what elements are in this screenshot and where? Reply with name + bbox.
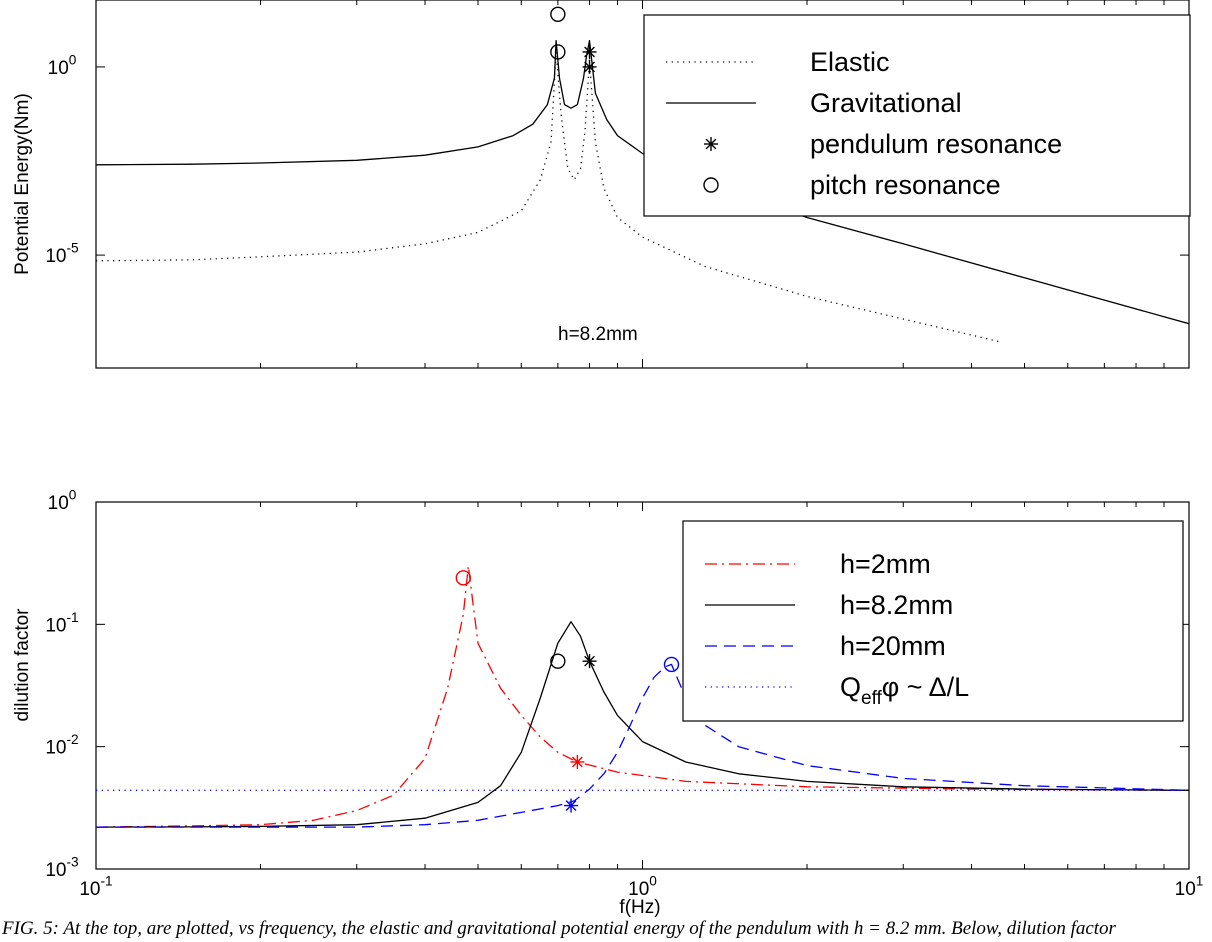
top-legend-label-pendulum-resonance: pendulum resonance xyxy=(810,129,1062,159)
top-marker-pendulum-resonance xyxy=(582,44,597,59)
bottom-x-tick-label: 100 xyxy=(628,874,657,901)
bottom-legend-label-h-8-2mm: h=8.2mm xyxy=(840,590,953,620)
top-legend-box xyxy=(643,14,1191,217)
bottom-marker-pitch-resonance xyxy=(663,656,680,673)
bottom-series-h-8-2mm xyxy=(96,621,1189,828)
bottom-y-tick-label: 10-3 xyxy=(45,855,78,882)
bottom-legend-label-h-20mm: h=20mm xyxy=(840,631,946,661)
bottom-y-tick-label: 10-1 xyxy=(45,610,78,637)
top-annotation-h: h=8.2mm xyxy=(558,324,638,345)
bottom-marker-pendulum-resonance xyxy=(570,754,585,769)
bottom-chart: 10-1 100 10110010-110-210-3h=2mmh=8.2mmh=2… xyxy=(12,488,1203,919)
top-plot-area: 100 10-5 Elastic Gravitational pendulum reso… xyxy=(45,0,1191,369)
figure-caption: FIG. 5: At the top, are plotted, vs freq… xyxy=(2,918,1116,939)
bottom-x-axis-label: f(Hz) xyxy=(619,897,660,918)
bottom-legend-box xyxy=(682,520,1184,722)
bottom-marker-pendulum-resonance xyxy=(564,798,579,813)
bottom-legend: h=2mm h=8.2mm h=20mm Qeffφ ~ Δ/L xyxy=(682,520,1184,722)
bottom-plot-area: 10-1 100 10110010-110-210-3h=2mmh=8.2mmh=2… xyxy=(45,488,1203,901)
bottom-marker-pitch-resonance xyxy=(550,653,566,669)
top-legend-label-pitch-resonance: pitch resonance xyxy=(810,170,1001,200)
top-marker-pitch-resonance xyxy=(550,6,566,23)
top-y-tick-label: 10-5 xyxy=(45,241,79,268)
bottom-x-tick-label: 101 xyxy=(1175,874,1204,901)
bottom-y-tick-label: 10-2 xyxy=(45,732,78,759)
top-chart: 100 10-5 Elastic Gravitational pendulum reso… xyxy=(12,0,1191,369)
bottom-legend-label-qeff: Qeffφ ~ Δ/L xyxy=(840,672,969,709)
top-marker-pitch-resonance xyxy=(550,44,566,60)
bottom-legend-label-h-2mm: h=2mm xyxy=(840,549,931,579)
top-marker-pendulum-resonance xyxy=(582,59,597,74)
figure-canvas: 100 10-5 Elastic Gravitational pendulum reso… xyxy=(12,0,1203,919)
top-y-axis-label: Potential Energy(Nm) xyxy=(12,93,33,275)
bottom-marker-pendulum-resonance xyxy=(582,654,597,669)
bottom-x-tick-label: 10-1 xyxy=(79,874,112,901)
top-y-tick-label: 100 xyxy=(48,52,77,79)
bottom-y-axis-label: dilution factor xyxy=(12,608,33,722)
top-legend-label-gravitational: Gravitational xyxy=(810,88,962,118)
top-legend-asterisk-sample xyxy=(704,137,718,151)
bottom-series-h-2mm xyxy=(96,565,1189,828)
top-legend-label-elastic: Elastic xyxy=(810,47,890,77)
bottom-series-h-20mm xyxy=(96,663,1189,828)
top-legend-circle-sample xyxy=(703,177,719,193)
bottom-y-tick-label: 100 xyxy=(48,488,77,515)
bottom-series-group xyxy=(96,565,1189,828)
bottom-marker-pitch-resonance xyxy=(455,570,472,586)
top-legend: Elastic Gravitational pendulum resonance pi… xyxy=(643,14,1191,217)
